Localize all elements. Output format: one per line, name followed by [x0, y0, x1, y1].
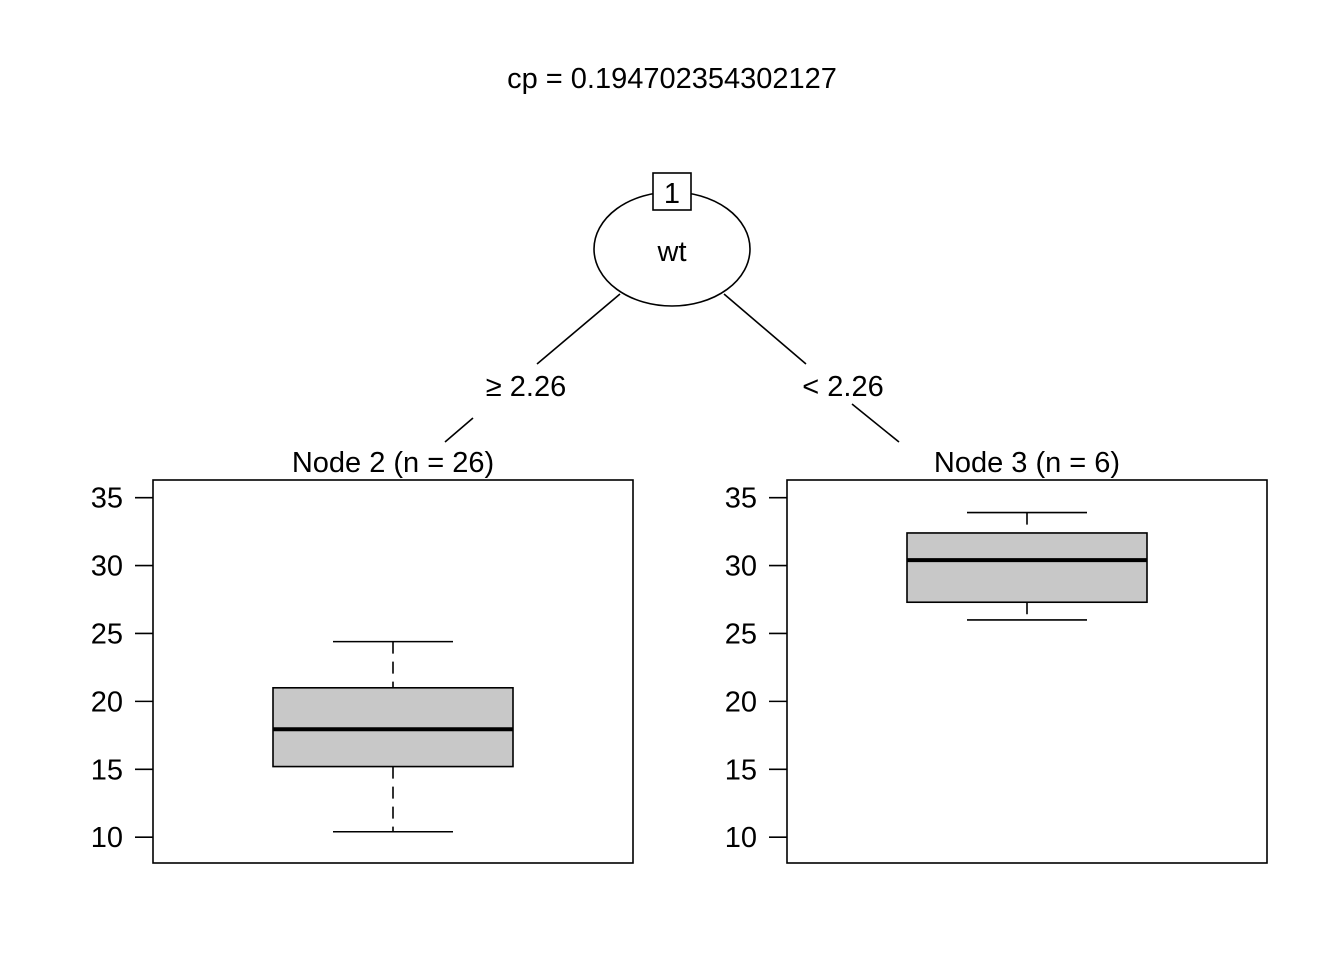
- y-tick-label: 20: [91, 686, 123, 718]
- edge-label-right: < 2.26: [802, 371, 883, 403]
- panel-frame: [786, 479, 1268, 864]
- leaf-panel-node-2: Node 2 (n = 26) 10 15 20 25 30 35: [91, 447, 634, 864]
- chart-title: cp = 0.194702354302127: [507, 63, 837, 95]
- y-tick-label: 35: [91, 483, 123, 515]
- y-tick-label: 20: [725, 686, 757, 718]
- root-node: wt 1: [593, 172, 751, 307]
- leaf-title: Node 3 (n = 6): [934, 447, 1120, 479]
- root-node-variable: wt: [657, 236, 687, 268]
- edge-right-lower: [851, 403, 900, 443]
- y-tick-label: 35: [725, 483, 757, 515]
- y-tick-label: 30: [725, 551, 757, 583]
- edge-left-lower: [444, 417, 474, 443]
- leaf-panel-node-3: Node 3 (n = 6) 10 15 20 25 30 35: [725, 447, 1268, 864]
- iqr-box: [906, 532, 1148, 604]
- y-tick-label: 30: [91, 551, 123, 583]
- tree-edges: [444, 293, 900, 443]
- panel-frame: [152, 479, 634, 864]
- edge-label-left: ≥ 2.26: [486, 371, 566, 403]
- y-tick-label: 25: [91, 618, 123, 650]
- y-tick-label: 10: [725, 822, 757, 854]
- y-tick-label: 25: [725, 618, 757, 650]
- edge-right-upper: [723, 293, 807, 365]
- iqr-box: [272, 686, 514, 768]
- edge-left-upper: [536, 293, 621, 365]
- root-node-id: 1: [664, 178, 680, 210]
- leaf-title: Node 2 (n = 26): [292, 447, 494, 479]
- y-tick-label: 15: [725, 754, 757, 786]
- root-node-id-box: [652, 172, 692, 211]
- y-tick-label: 10: [91, 822, 123, 854]
- y-tick-label: 15: [91, 754, 123, 786]
